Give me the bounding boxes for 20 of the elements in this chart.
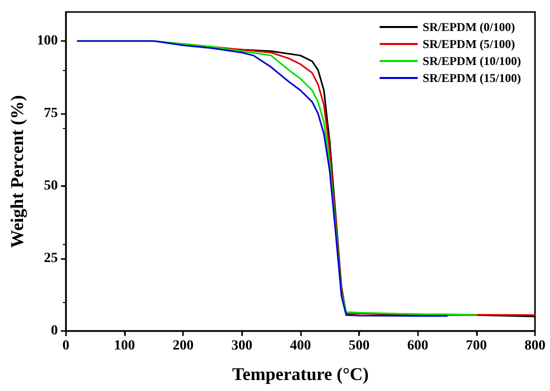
legend-label: SR/EPDM (0/100) bbox=[422, 20, 516, 34]
x-tick-label: 200 bbox=[172, 338, 194, 354]
y-tick-label: 100 bbox=[36, 34, 58, 48]
y-tick-label: 0 bbox=[50, 324, 58, 338]
legend-label: SR/EPDM (15/100) bbox=[422, 71, 522, 85]
x-tick-label: 700 bbox=[466, 338, 487, 354]
y-tick-label: 50 bbox=[44, 178, 58, 194]
x-axis-title: Temperature (°C) bbox=[232, 364, 369, 384]
legend-label: SR/EPDM (5/100) bbox=[422, 37, 516, 51]
x-tick-label: 0 bbox=[62, 338, 70, 354]
legend-label: SR/EPDM (10/100) bbox=[422, 54, 522, 68]
x-tick-label: 300 bbox=[231, 338, 252, 354]
x-tick-label: 600 bbox=[407, 338, 428, 354]
x-tick-label: 400 bbox=[290, 338, 311, 354]
y-axis-title: Weight Percent (%) bbox=[7, 95, 27, 248]
x-tick-label: 100 bbox=[114, 338, 136, 354]
y-tick-label: 75 bbox=[44, 106, 58, 121]
x-tick-label: 500 bbox=[348, 338, 370, 354]
x-tick-label: 800 bbox=[524, 338, 546, 354]
y-tick-label: 25 bbox=[44, 251, 58, 266]
